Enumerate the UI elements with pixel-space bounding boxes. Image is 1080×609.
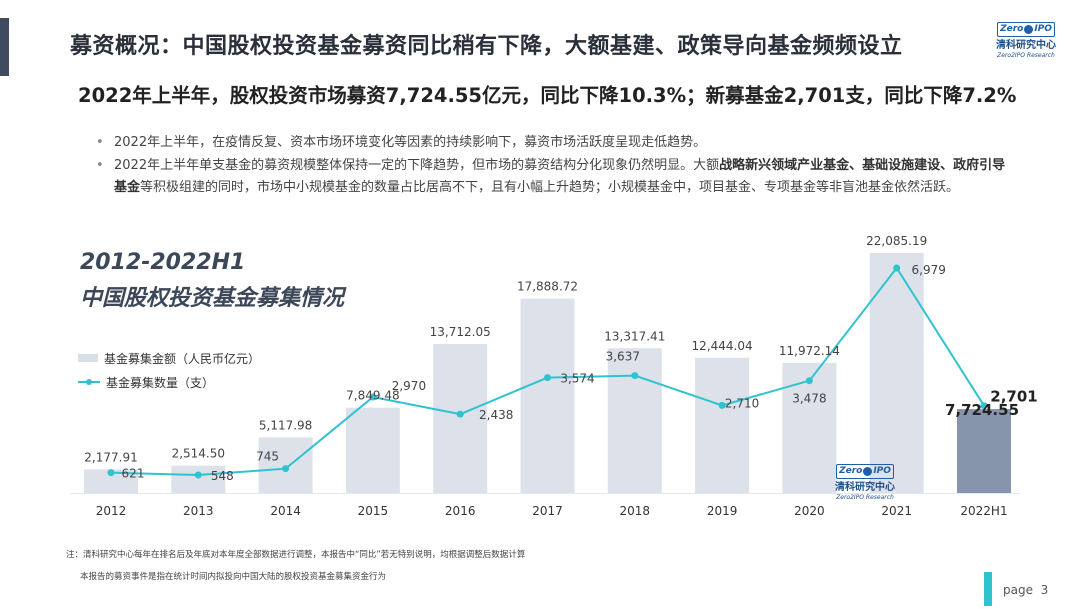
count-point-2019 — [718, 401, 726, 409]
x-tick-label: 2017 — [532, 504, 563, 518]
count-point-2014 — [282, 465, 290, 473]
count-value-label: 6,979 — [912, 263, 946, 277]
count-point-2017 — [544, 374, 551, 382]
bullet-text: 2022年上半年，在疫情反复、资本市场环境变化等因素的持续影响下，募资市场活跃度… — [114, 135, 707, 150]
logo-wordmark: Zero IPO — [997, 21, 1055, 37]
bar-value-label: 13,317.41 — [604, 329, 665, 343]
bullet-text: 2022年上半年单支基金的募资规模整体保持一定的下降趋势，但市场的募资结构分化现… — [114, 158, 720, 173]
chart-legend: 基金募集金额（人民币亿元） 基金募集数量（支） — [78, 346, 260, 394]
count-value-label: 3,478 — [792, 392, 826, 406]
count-value-label: 2,438 — [479, 408, 513, 422]
x-tick-label: 2016 — [445, 504, 476, 518]
legend-label-count: 基金募集数量（支） — [106, 375, 215, 390]
x-tick-label: 2020 — [794, 504, 825, 518]
logo-en-name: Zero2IPO Research — [997, 51, 1055, 59]
count-point-2013 — [194, 471, 202, 479]
chart-logo-en: Zero2IPO Research — [836, 493, 894, 501]
bullet-list: 2022年上半年，在疫情反复、资本市场环境变化等因素的持续影响下，募资市场活跃度… — [92, 132, 1017, 200]
count-value-label: 2,701 — [990, 388, 1037, 406]
footnote-definition: 本报告的募资事件是指在统计时间内拟投向中国大陆的股权投资基金募集资金行为 — [80, 572, 387, 582]
bar-value-label: 7,724.55 — [945, 401, 1019, 419]
count-value-label: 548 — [211, 469, 234, 483]
count-point-2015 — [369, 393, 377, 401]
logo-word-right: IPO — [1034, 24, 1052, 34]
bar-value-label: 22,085.19 — [866, 234, 927, 248]
chart-logo-cn: 清科研究中心 — [835, 481, 895, 493]
zero2ipo-logo: Zero IPO 清科研究中心 Zero2IPO Research — [990, 16, 1062, 60]
count-value-label: 745 — [256, 450, 279, 464]
bullet-item: 2022年上半年单支基金的募资规模整体保持一定的下降趋势，但市场的募资结构分化现… — [92, 155, 1017, 199]
logo-cn-name: 清科研究中心 — [996, 39, 1056, 51]
legend-line-swatch — [78, 379, 100, 385]
chart-logo-word-right: IPO — [873, 466, 891, 476]
count-point-2018 — [631, 372, 639, 380]
page-number: page 3 — [1003, 583, 1048, 597]
x-tick-label: 2018 — [620, 504, 651, 518]
page-label: page — [1003, 583, 1033, 597]
x-tick-label: 2012 — [96, 504, 127, 518]
bar-2020 — [782, 362, 837, 493]
chart-logo-circle-icon — [863, 466, 873, 476]
bullet-emphasis: 战略新兴领域产业基金、基础设施建设、政府引导基金 — [114, 158, 1006, 195]
count-value-label: 2,710 — [725, 396, 759, 410]
bullet-item: 2022年上半年，在疫情反复、资本市场环境变化等因素的持续影响下，募资市场活跃度… — [92, 132, 1017, 154]
count-point-2012 — [107, 469, 115, 477]
count-value-label: 3,637 — [606, 350, 640, 364]
bar-value-label: 5,117.98 — [259, 418, 312, 432]
count-point-2020 — [805, 377, 813, 385]
bar-2012 — [84, 469, 138, 493]
bar-2015 — [345, 407, 400, 493]
count-point-2016 — [456, 410, 464, 418]
title-accent-bar — [0, 18, 9, 76]
bar-2018 — [607, 348, 662, 493]
bar-2021 — [869, 253, 924, 493]
bar-2022H1 — [957, 409, 1011, 493]
count-point-2021 — [893, 264, 901, 272]
bar-value-label: 2,177.91 — [84, 450, 137, 464]
bar-value-label: 13,712.05 — [430, 325, 491, 339]
count-value-label: 3,574 — [560, 372, 594, 386]
legend-item-count: 基金募集数量（支） — [78, 370, 260, 394]
page-marker — [984, 572, 992, 606]
chart-logo-word-left: Zero — [839, 466, 863, 476]
bar-value-label: 17,888.72 — [517, 280, 578, 294]
bar-value-label: 2,514.50 — [172, 447, 225, 461]
count-value-label: 2,970 — [392, 379, 426, 393]
headline: 2022年上半年，股权投资市场募资7,724.55亿元，同比下降10.3%；新募… — [78, 84, 1017, 107]
bar-2016 — [433, 343, 488, 493]
x-tick-label: 2015 — [358, 504, 389, 518]
x-tick-label: 2021 — [881, 504, 912, 518]
chart-logo-wordmark: Zero IPO — [836, 463, 894, 479]
bullet-text: 等积极组建的同时，市场中小规模基金的数量占比居高不下，且有小幅上升趋势；小规模基… — [140, 180, 960, 195]
bar-value-label: 11,972.14 — [779, 344, 840, 358]
page-title: 募资概况：中国股权投资基金募资同比稍有下降，大额基建、政策导向基金频频设立 — [70, 34, 903, 59]
footnote: 注：清科研究中心每年在排名后及年底对本年度全部数据进行调整，本报告中“同比”若无… — [66, 550, 526, 560]
x-tick-label: 2022H1 — [960, 504, 1007, 518]
bar-2013 — [171, 465, 226, 493]
count-value-label: 621 — [122, 467, 145, 481]
count-point-2022H1 — [980, 402, 988, 410]
x-tick-label: 2013 — [183, 504, 214, 518]
bar-value-label: 7,849.48 — [346, 389, 399, 403]
x-tick-label: 2019 — [707, 504, 738, 518]
x-tick-label: 2014 — [270, 504, 301, 518]
legend-label-amount: 基金募集金额（人民币亿元） — [104, 351, 261, 366]
legend-bar-swatch — [78, 354, 98, 362]
chart-title-years: 2012-2022H1 — [80, 250, 246, 275]
bar-2017 — [520, 298, 575, 493]
logo-word-left: Zero — [1000, 24, 1024, 34]
bar-2019 — [695, 357, 750, 493]
chart-watermark-logo: Zero IPO 清科研究中心 Zero2IPO Research — [834, 458, 896, 502]
logo-circle-icon — [1024, 24, 1034, 34]
legend-item-amount: 基金募集金额（人民币亿元） — [78, 346, 260, 370]
chart-title: 中国股权投资基金募集情况 — [80, 286, 345, 311]
page-number-value: 3 — [1040, 583, 1049, 597]
bar-value-label: 12,444.04 — [692, 339, 753, 353]
